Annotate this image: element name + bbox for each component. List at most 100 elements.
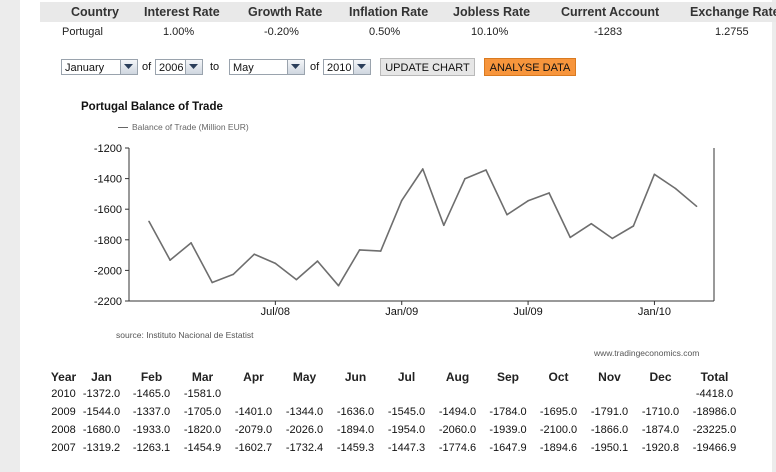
y-tick-label: -2200 — [94, 296, 122, 308]
history-year-cell: 2007 — [51, 442, 76, 454]
to-year-select[interactable]: 2010 — [323, 59, 371, 75]
data-point — [358, 249, 361, 251]
indicator-header: Current Account — [561, 5, 660, 19]
x-tick-label: Jul/09 — [513, 306, 542, 318]
history-header-cell: Jul — [397, 369, 416, 384]
chevron-down-icon[interactable] — [287, 60, 304, 74]
legend-label: Balance of Trade (Million EUR) — [132, 122, 249, 132]
history-year-cell: 2009 — [51, 406, 76, 418]
x-tick-label: Jan/09 — [385, 306, 418, 318]
data-point — [632, 225, 635, 227]
history-value-cell: -1695.0 — [539, 406, 578, 418]
history-value-cell: -1950.1 — [590, 442, 629, 454]
history-value-cell: -1680.0 — [82, 424, 121, 436]
history-value-cell: -1602.7 — [234, 442, 273, 454]
history-value-cell: -1636.0 — [336, 406, 375, 418]
chart-title: Portugal Balance of Trade — [81, 101, 223, 113]
history-value-cell: -1372.0 — [82, 388, 121, 400]
data-point — [295, 278, 298, 281]
history-value-cell — [330, 385, 381, 403]
data-point — [316, 260, 319, 262]
history-header-cell: Feb — [140, 369, 163, 384]
history-header-cell: Oct — [548, 369, 569, 384]
history-value-cell: -1866.0 — [590, 424, 629, 436]
history-header-cell: Total — [700, 369, 729, 384]
data-point — [674, 187, 677, 190]
y-tick-label: -1600 — [94, 204, 122, 216]
history-value-cell: -1465.0 — [132, 388, 171, 400]
from-month-select[interactable]: January — [61, 59, 138, 75]
analyse-data-button[interactable]: ANALYSE DATA — [484, 58, 576, 76]
history-year-cell: 2008 — [51, 424, 76, 436]
indicator-header: Jobless Rate — [453, 5, 531, 19]
indicator-value: -0.20% — [264, 26, 299, 38]
chevron-down-icon[interactable] — [185, 60, 202, 74]
history-header-cell: May — [292, 369, 317, 384]
history-value-cell: -2026.0 — [285, 424, 324, 436]
data-point — [190, 242, 192, 244]
data-point — [590, 222, 593, 225]
history-value-cell: -2100.0 — [539, 424, 578, 436]
history-value-cell: -1933.0 — [132, 424, 171, 436]
history-value-cell: -1784.0 — [489, 406, 527, 418]
y-tick-label: -1800 — [94, 235, 122, 247]
indicator-header: Inflation Rate — [349, 5, 429, 19]
data-point — [443, 224, 445, 227]
indicator-header: Exchange Rate — [690, 5, 776, 19]
data-point — [464, 177, 466, 180]
history-value-cell: -1939.0 — [489, 424, 527, 436]
history-value-cell: -1874.0 — [641, 424, 680, 436]
update-chart-button[interactable]: UPDATE CHART — [380, 58, 475, 76]
indicator-value: -1283 — [594, 26, 623, 38]
data-point — [506, 213, 508, 216]
chevron-down-icon[interactable] — [120, 60, 137, 74]
indicator-header: Growth Rate — [248, 5, 323, 19]
history-value-cell: -1894.6 — [539, 442, 578, 454]
x-tick-label: Jul/08 — [261, 306, 290, 318]
history-year-cell: 2010 — [51, 388, 76, 400]
from-month-value: January — [65, 62, 105, 74]
history-value-cell: -1319.2 — [82, 442, 121, 454]
indicator-header: Country — [71, 5, 119, 19]
history-value-cell: -1647.9 — [489, 442, 527, 454]
to-month-select[interactable]: May — [229, 59, 305, 75]
history-value-cell: -1774.6 — [438, 442, 477, 454]
history-value-cell — [381, 385, 432, 403]
from-year-select[interactable]: 2006 — [155, 59, 203, 75]
history-header-cell: Year — [50, 369, 77, 384]
history-value-cell: -4418.0 — [695, 388, 734, 400]
history-value-cell — [483, 385, 533, 403]
legend-line-swatch — [118, 127, 128, 129]
history-value-cell: -1454.9 — [183, 442, 222, 454]
indicator-value: 0.50% — [369, 26, 401, 38]
to-month-value: May — [233, 62, 254, 74]
chart-legend: Balance of Trade (Million EUR) — [118, 122, 249, 132]
data-point — [695, 205, 698, 208]
from-year-value: 2006 — [159, 62, 184, 74]
history-header-cell: Dec — [649, 369, 672, 384]
data-point — [421, 168, 424, 170]
y-tick-label: -2000 — [94, 265, 122, 277]
table-row: 2010 -1372.0 -1465.0 -1581.0 -4418.0 — [50, 385, 743, 403]
x-tick-label: Jan/10 — [638, 306, 671, 318]
history-value-cell: -1732.4 — [285, 442, 324, 454]
watermark: www.tradingeconomics.com — [594, 348, 700, 358]
history-table: Year Jan Feb Mar Apr May Jun Jul Aug Sep Oct Nov Dec… — [50, 368, 743, 457]
history-value-cell: -1344.0 — [285, 406, 324, 418]
of-label: of — [142, 61, 152, 73]
data-point — [400, 199, 403, 202]
data-point — [527, 199, 529, 202]
indicator-value: Portugal — [62, 26, 103, 38]
history-value-cell: -1791.0 — [590, 406, 629, 418]
data-point — [169, 259, 171, 261]
history-value-cell: -1581.0 — [183, 388, 222, 400]
indicator-value: 1.2755 — [715, 26, 749, 38]
data-point — [379, 250, 382, 252]
y-tick-label: -1200 — [94, 143, 122, 155]
history-value-cell — [432, 385, 483, 403]
data-point — [274, 262, 277, 265]
chevron-down-icon[interactable] — [353, 60, 370, 74]
series-line-balance-of-trade — [148, 168, 698, 287]
indicators-header-bar — [40, 2, 776, 22]
